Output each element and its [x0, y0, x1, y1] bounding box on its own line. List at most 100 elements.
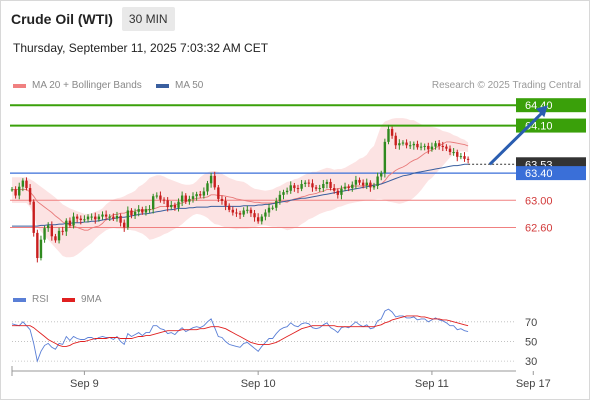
candle [369, 180, 372, 192]
candle [72, 212, 75, 229]
candle-body [151, 196, 155, 210]
candle [445, 144, 448, 152]
candle-body [278, 194, 282, 201]
candle [409, 141, 412, 149]
ma9-swatch [62, 297, 75, 302]
candle [50, 221, 54, 241]
ma20-swatch [13, 83, 26, 88]
candle [133, 208, 137, 219]
candle-body [463, 156, 466, 159]
candle [347, 184, 350, 192]
candle-body [340, 188, 343, 195]
level-label-62.60: 62.60 [525, 222, 553, 234]
candle [101, 211, 104, 220]
candle-body [104, 214, 108, 217]
candle-body [282, 192, 285, 195]
candle [307, 179, 311, 188]
candle-body [437, 143, 441, 146]
bollinger-band [12, 118, 469, 258]
candle [123, 219, 126, 232]
candle [25, 177, 28, 191]
candle-body [21, 180, 25, 187]
candle-body [224, 200, 227, 206]
candle [264, 209, 267, 221]
candle-body [256, 217, 260, 222]
candle [275, 197, 278, 211]
candle-body [115, 215, 119, 219]
candle [304, 180, 307, 188]
candle [466, 156, 470, 164]
candle-body [242, 210, 245, 215]
candle [155, 192, 158, 199]
candle [365, 178, 368, 190]
x-tick-label: Sep 17 [516, 378, 551, 390]
candle-body [246, 209, 249, 211]
candle [10, 187, 14, 192]
candle [289, 181, 292, 194]
candle-body [75, 216, 79, 219]
candle-body [50, 225, 54, 237]
candle [256, 213, 260, 224]
candle-body [119, 215, 122, 223]
candle [65, 218, 68, 236]
candle-body [65, 220, 68, 232]
candle [419, 142, 423, 151]
candle [361, 179, 365, 189]
candle [427, 142, 430, 154]
candle-body [423, 145, 426, 147]
candle [354, 175, 358, 190]
candle [170, 201, 173, 210]
candle [162, 197, 166, 205]
candle [104, 210, 108, 221]
candle [68, 217, 72, 228]
candle [90, 213, 93, 221]
candle-body [10, 189, 14, 191]
candle-body [177, 201, 180, 208]
candle-body [141, 209, 144, 213]
candle-body [83, 219, 86, 221]
candle [202, 187, 206, 199]
candle-body [213, 175, 216, 188]
candle-body [329, 181, 332, 189]
candle-body [296, 188, 300, 190]
candle [340, 185, 343, 200]
candle [332, 184, 336, 194]
header: Crude Oil (WTI) 30 MIN [11, 7, 175, 31]
candle [325, 179, 329, 189]
candle-body [14, 189, 17, 196]
candle-body [267, 207, 271, 213]
candle-body [300, 183, 303, 189]
candle-body [307, 182, 311, 184]
credit-text: Research © 2025 Trading Central [431, 80, 581, 91]
candle [94, 212, 97, 224]
candle-body [86, 216, 90, 220]
candle-body [394, 135, 397, 146]
candle-body [285, 190, 289, 193]
candle-body [166, 200, 169, 208]
candle-body [184, 195, 187, 202]
candle [405, 139, 408, 149]
level-text-63.40: 63.40 [525, 168, 553, 180]
candle [206, 180, 209, 196]
candle [36, 229, 39, 263]
candle-body [260, 216, 263, 222]
candle [14, 186, 17, 199]
candle-body [235, 212, 238, 214]
rsi-swatch [13, 297, 26, 302]
x-tick-label: Sep 9 [70, 378, 99, 390]
timeframe-button[interactable]: 30 MIN [121, 7, 175, 31]
candle [57, 227, 61, 244]
candle [75, 214, 79, 223]
forecast-arrow-shaft [488, 110, 545, 166]
candle-body [173, 205, 177, 208]
candle [434, 140, 437, 150]
candle [456, 149, 459, 162]
forecast-arrow-head [535, 105, 548, 118]
candle-body [43, 228, 46, 240]
candle-body [18, 186, 21, 196]
candle [311, 179, 314, 192]
candle [199, 190, 202, 198]
candle [173, 202, 177, 211]
candle-body [133, 211, 137, 216]
